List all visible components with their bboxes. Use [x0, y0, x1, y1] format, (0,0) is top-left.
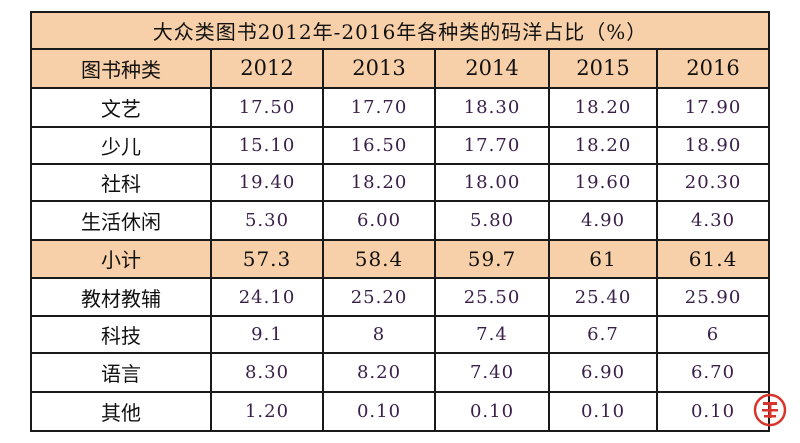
table-row: 语言 8.30 8.20 7.40 6.90 6.70: [30, 352, 771, 393]
table-row: 社科 19.40 18.20 18.00 19.60 20.30: [30, 163, 771, 203]
value-cell: 61: [548, 238, 658, 279]
value-cell: 17.70: [322, 86, 436, 128]
category-label: 语言: [30, 352, 212, 393]
value-cell: 15.10: [210, 125, 324, 166]
subtotal-row: 小计 57.3 58.4 59.7 61 61.4: [30, 238, 771, 279]
value-cell: 8.30: [210, 352, 324, 393]
value-cell: 6.7: [548, 315, 658, 355]
value-cell: 17.70: [434, 125, 550, 166]
value-cell: 4.30: [655, 200, 771, 241]
value-cell: 9.1: [210, 315, 324, 355]
table-row: 生活休闲 5.30 6.00 5.80 4.90 4.30: [30, 200, 771, 241]
red-seal-logo-icon: [753, 393, 787, 427]
value-cell: 25.20: [322, 276, 436, 318]
value-cell: 6.70: [655, 352, 771, 393]
value-cell: 57.3: [210, 238, 324, 279]
value-cell: 25.90: [655, 276, 771, 318]
value-cell: 6.90: [548, 352, 658, 393]
value-cell: 5.30: [210, 200, 324, 241]
value-cell: 5.80: [434, 200, 550, 241]
year-header: 2012: [210, 48, 324, 89]
data-table: 大众类图书2012年-2016年各种类的码洋占比（%） 图书种类 2012 201…: [29, 10, 771, 433]
table-row: 教材教辅 24.10 25.20 25.50 25.40 25.90: [30, 276, 771, 318]
value-cell: 0.10: [322, 390, 436, 433]
year-header: 2014: [434, 48, 550, 89]
value-cell: 7.4: [434, 315, 550, 355]
category-label: 小计: [30, 238, 212, 279]
value-cell: 58.4: [322, 238, 436, 279]
category-label: 少儿: [30, 125, 212, 166]
table-row: 科技 9.1 8 7.4 6.7 6: [30, 315, 771, 355]
value-cell: 1.20: [210, 390, 324, 433]
year-header: 2016: [655, 48, 771, 89]
category-label: 文艺: [30, 86, 212, 128]
value-cell: 24.10: [210, 276, 324, 318]
value-cell: 25.40: [548, 276, 658, 318]
value-cell: 0.10: [434, 390, 550, 433]
value-cell: 8.20: [322, 352, 436, 393]
value-cell: 18.00: [434, 163, 550, 203]
category-label: 生活休闲: [30, 200, 212, 241]
value-cell: 18.90: [655, 125, 771, 166]
value-cell: 0.10: [548, 390, 658, 433]
table-row: 文艺 17.50 17.70 18.30 18.20 17.90: [30, 86, 771, 128]
value-cell: 18.20: [548, 86, 658, 128]
value-cell: 4.90: [548, 200, 658, 241]
value-cell: 16.50: [322, 125, 436, 166]
corner-header: 图书种类: [30, 48, 212, 89]
value-cell: 7.40: [434, 352, 550, 393]
value-cell: 8: [322, 315, 436, 355]
table-row: 少儿 15.10 16.50 17.70 18.20 18.90: [30, 125, 771, 166]
category-label: 科技: [30, 315, 212, 355]
table-row: 其他 1.20 0.10 0.10 0.10 0.10: [30, 390, 771, 433]
category-label: 教材教辅: [30, 276, 212, 318]
year-header: 2015: [548, 48, 658, 89]
value-cell: 17.50: [210, 86, 324, 128]
value-cell: 18.20: [548, 125, 658, 166]
value-cell: 18.20: [322, 163, 436, 203]
value-cell: 17.90: [655, 86, 771, 128]
value-cell: 19.60: [548, 163, 658, 203]
table-title: 大众类图书2012年-2016年各种类的码洋占比（%）: [29, 10, 771, 51]
value-cell: 6: [655, 315, 771, 355]
year-header: 2013: [322, 48, 436, 89]
category-label: 社科: [30, 163, 212, 203]
value-cell: 25.50: [434, 276, 550, 318]
value-cell: 61.4: [655, 238, 771, 279]
category-label: 其他: [30, 390, 212, 433]
value-cell: 6.00: [322, 200, 436, 241]
value-cell: 20.30: [655, 163, 771, 203]
value-cell: 18.30: [434, 86, 550, 128]
value-cell: 0.10: [655, 390, 771, 433]
value-cell: 19.40: [210, 163, 324, 203]
value-cell: 59.7: [434, 238, 550, 279]
